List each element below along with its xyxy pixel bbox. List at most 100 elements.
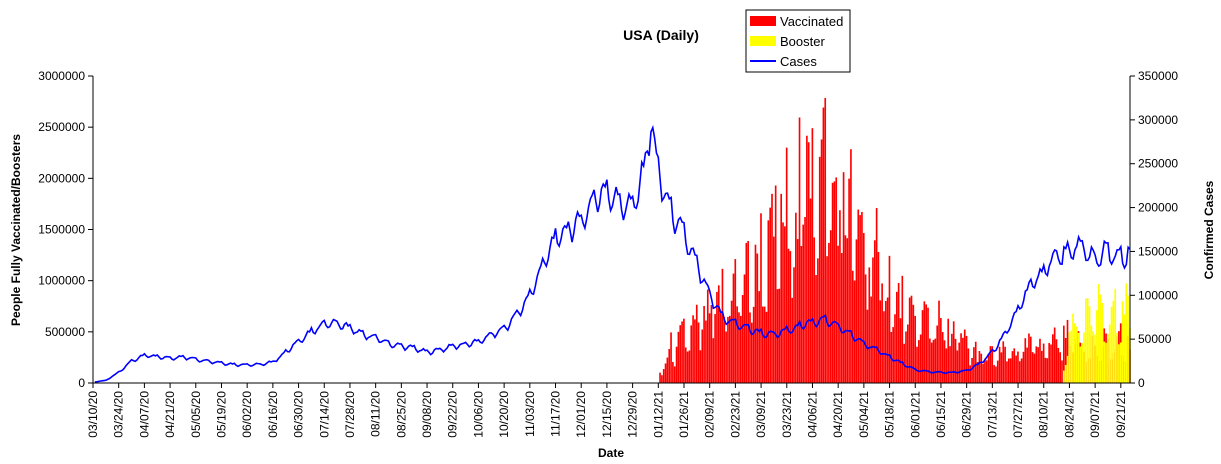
bar-vaccinated xyxy=(824,98,827,383)
bar-vaccinated xyxy=(705,320,707,383)
bar-vaccinated xyxy=(701,329,704,383)
bar-vaccinated xyxy=(976,362,979,383)
bar-vaccinated xyxy=(817,258,819,383)
bar-vaccinated xyxy=(954,338,957,383)
x-tick-label: 06/15/21 xyxy=(934,391,948,438)
bar-vaccinated xyxy=(949,346,951,383)
x-tick-label: 04/20/21 xyxy=(831,391,845,438)
bar-booster xyxy=(1105,342,1107,383)
bar-vaccinated xyxy=(974,341,977,383)
bar-booster xyxy=(1081,343,1084,383)
bar-vaccinated xyxy=(1046,358,1049,383)
bar-vaccinated xyxy=(1004,346,1006,383)
left-tick-label: 1500000 xyxy=(38,223,85,237)
bar-vaccinated xyxy=(914,315,916,383)
x-tick-label: 10/20/20 xyxy=(497,391,511,438)
x-tick-label: 03/10/20 xyxy=(86,391,100,438)
right-tick-label: 150000 xyxy=(1138,244,1178,258)
bar-vaccinated xyxy=(958,342,961,383)
bar-vaccinated xyxy=(690,325,693,383)
right-tick-label: 100000 xyxy=(1138,288,1178,302)
bar-vaccinated xyxy=(1039,338,1041,383)
bar-vaccinated xyxy=(831,182,834,383)
left-tick-label: 3000000 xyxy=(38,69,85,83)
bar-vaccinated xyxy=(787,248,790,383)
bar-booster xyxy=(1127,295,1129,383)
bar-vaccinated xyxy=(839,210,841,383)
x-tick-label: 03/23/21 xyxy=(780,391,794,438)
bar-vaccinated xyxy=(932,339,935,383)
bar-vaccinated xyxy=(984,358,986,383)
bar-vaccinated xyxy=(870,296,872,383)
bar-booster xyxy=(1074,323,1076,383)
bar-vaccinated xyxy=(1037,347,1039,383)
x-tick-label: 08/25/20 xyxy=(394,391,408,438)
bar-vaccinated xyxy=(1022,351,1025,383)
axes xyxy=(92,76,1131,384)
x-tick-label: 12/01/20 xyxy=(574,391,588,438)
x-tick-label: 07/13/21 xyxy=(985,391,999,438)
bar-vaccinated xyxy=(861,211,863,383)
bar-vaccinated xyxy=(884,300,887,383)
bar-vaccinated xyxy=(743,274,746,383)
bar-vaccinated xyxy=(752,306,755,383)
bar-vaccinated xyxy=(688,350,691,383)
bar-vaccinated xyxy=(784,226,786,383)
bar-vaccinated xyxy=(967,348,970,383)
y-axis-label-left: People Fully Vaccinated/Boosters xyxy=(9,134,23,326)
bar-vaccinated xyxy=(844,235,847,383)
bar-booster xyxy=(1103,341,1106,383)
bar-vaccinated xyxy=(675,346,678,383)
bar-vaccinated xyxy=(1050,344,1052,383)
bar-vaccinated xyxy=(1020,358,1023,383)
bar-vaccinated xyxy=(719,311,722,383)
x-tick-label: 05/04/21 xyxy=(857,391,871,438)
bar-vaccinated xyxy=(795,212,797,383)
bar-vaccinated xyxy=(855,239,858,383)
bar-vaccinated xyxy=(919,334,922,383)
x-tick-label: 05/18/21 xyxy=(883,391,897,438)
bar-vaccinated xyxy=(717,285,720,383)
bar-vaccinated xyxy=(1031,352,1034,383)
bar-vaccinated xyxy=(773,236,775,383)
bar-vaccinated xyxy=(716,291,718,383)
bar-vaccinated xyxy=(1040,350,1043,383)
legend-label-vaccinated: Vaccinated xyxy=(780,14,843,29)
bar-vaccinated xyxy=(879,300,882,383)
bar-vaccinated xyxy=(1013,348,1016,383)
x-tick-label: 04/06/21 xyxy=(805,391,819,438)
x-tick-label: 10/06/20 xyxy=(471,391,485,438)
bar-vaccinated xyxy=(901,275,904,383)
bar-vaccinated xyxy=(681,321,683,383)
bar-vaccinated xyxy=(699,350,702,383)
bar-booster xyxy=(1063,370,1065,383)
bar-vaccinated xyxy=(892,327,894,383)
x-tick-label: 12/29/20 xyxy=(626,391,640,438)
bar-vaccinated xyxy=(721,268,724,383)
x-tick-label: 09/08/20 xyxy=(420,391,434,438)
bar-vaccinated xyxy=(725,331,727,383)
x-tick-label: 06/16/20 xyxy=(266,391,280,438)
bar-vaccinated xyxy=(662,369,665,383)
bar-booster xyxy=(1108,324,1111,383)
bar-vaccinated xyxy=(661,375,663,383)
x-tick-label: 04/21/20 xyxy=(163,391,177,438)
bar-vaccinated xyxy=(829,230,832,383)
bar-vaccinated xyxy=(666,357,669,383)
bar-vaccinated xyxy=(982,363,984,383)
bar-vaccinated xyxy=(763,306,766,383)
bar-vaccinated xyxy=(923,301,926,383)
bar-vaccinated xyxy=(905,331,907,383)
bar-vaccinated xyxy=(872,257,874,383)
left-tick-label: 500000 xyxy=(45,325,85,339)
bar-vaccinated xyxy=(804,216,806,383)
bar-vaccinated xyxy=(840,252,843,383)
bar-vaccinated xyxy=(853,280,856,383)
bar-vaccinated xyxy=(802,224,805,383)
bar-vaccinated xyxy=(848,178,850,383)
x-tick-label: 08/10/21 xyxy=(1037,391,1051,438)
bar-vaccinated xyxy=(995,366,997,383)
bar-vaccinated xyxy=(1024,338,1027,383)
bar-booster xyxy=(1064,364,1067,383)
bar-booster xyxy=(1072,313,1074,383)
